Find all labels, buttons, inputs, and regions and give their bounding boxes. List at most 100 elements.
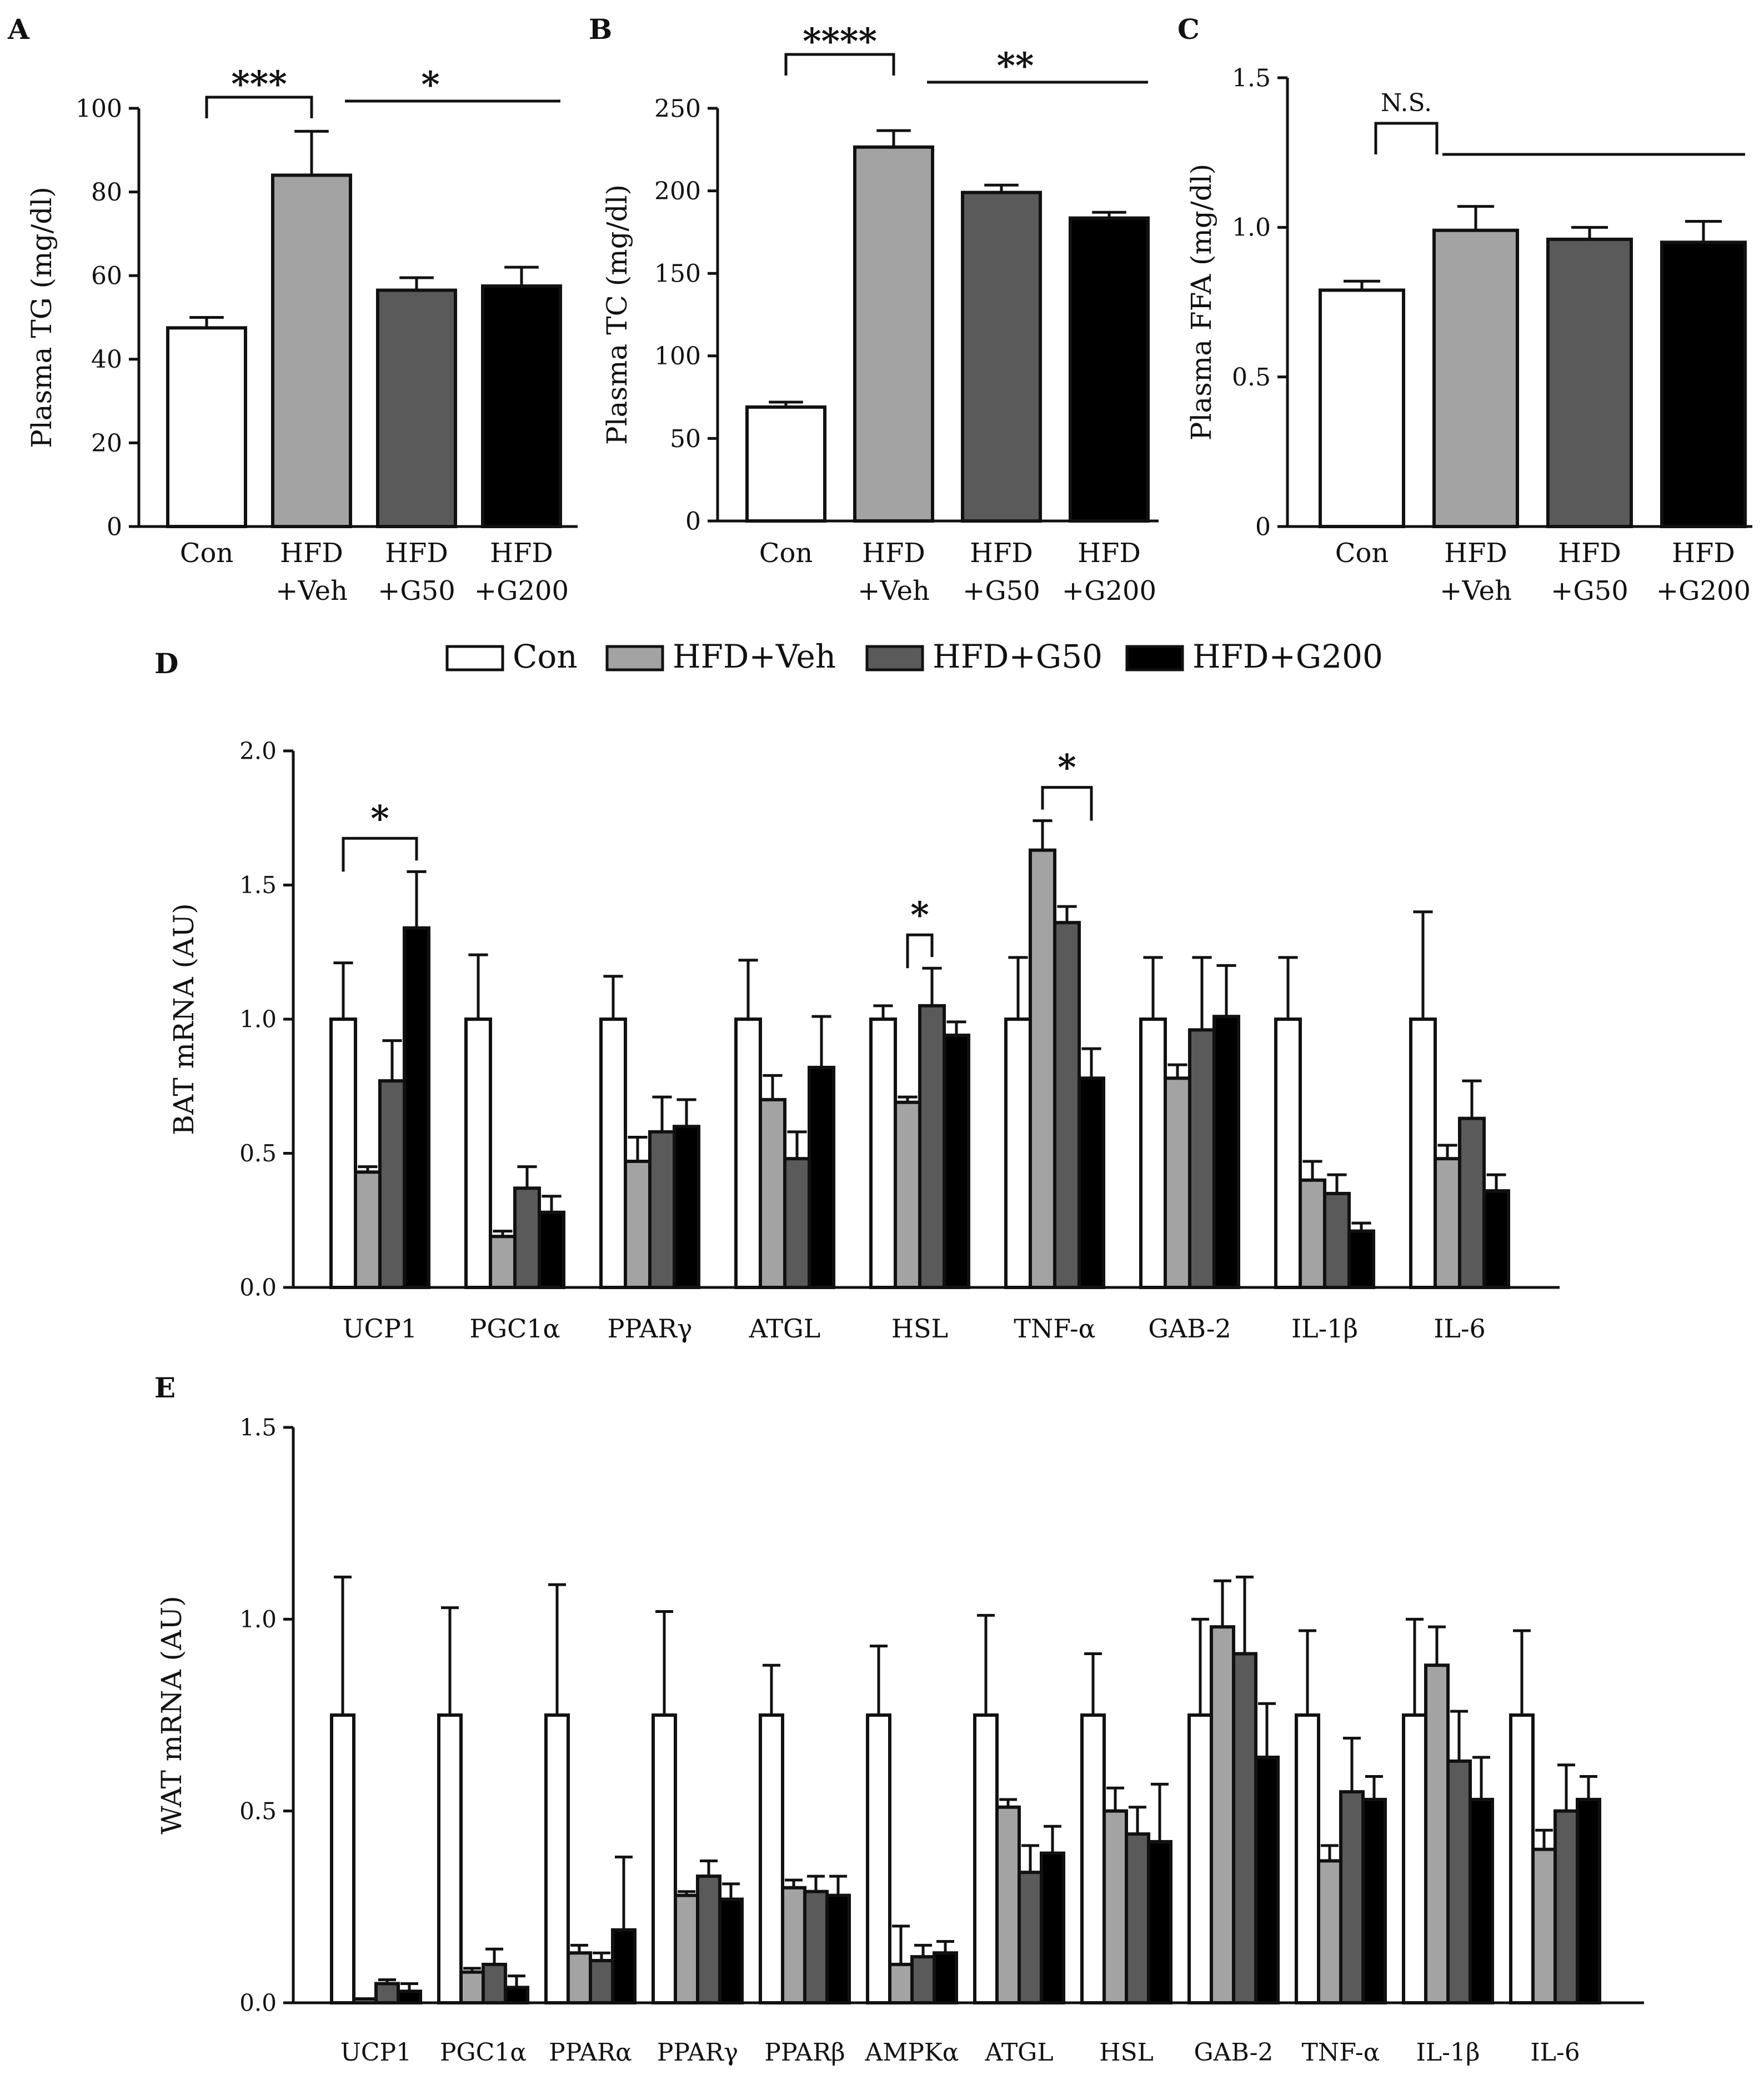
- panel-d-bar: [1004, 1018, 1032, 1289]
- panel-e-bar: [374, 1982, 400, 2004]
- panel-a-y-tick-label: 100: [76, 94, 122, 123]
- panel-d-y-tick-label: 1.0: [239, 1006, 277, 1033]
- panel-d-y-axis-label: BAT mRNA (AU): [168, 903, 200, 1135]
- panel-d-x-tick-label: ATGL: [749, 1314, 821, 1344]
- panel-c-x-tick-label: HFD: [1444, 538, 1507, 569]
- panel-d-bar: [1323, 1191, 1351, 1289]
- legend-label: HFD+G50: [933, 638, 1102, 675]
- panel-c-y-axis-label: Plasma FFA (mg/dl): [1185, 164, 1217, 441]
- panel-e-bar: [611, 1928, 637, 2005]
- panel-a-chart: 0 20 40 60 80 100 Plasma TG (mg/dl) Con HFD +Veh H…: [26, 63, 578, 607]
- panel-e-y-tick-label: 0.0: [239, 1989, 277, 2017]
- panel-c-bar: [1546, 237, 1633, 528]
- panel-d-bar: [734, 1018, 762, 1289]
- panel-e-y-tick-label: 1.0: [239, 1606, 277, 1633]
- panel-b-bar: [1069, 216, 1150, 523]
- panel-d-significance-bracket: [906, 933, 934, 969]
- panel-a-x-tick-label: HFD: [490, 538, 553, 569]
- panel-b-x-tick-label: Con: [759, 538, 813, 569]
- panel-e-bar: [1576, 1797, 1601, 2005]
- legend-swatch-0: [445, 645, 504, 671]
- panel-b-bar: [853, 145, 934, 523]
- panel-e-bar: [759, 1713, 784, 2004]
- panel-d-bar: [1139, 1018, 1167, 1289]
- panel-a-y-tick-label: 0: [107, 513, 122, 541]
- panel-b-x-tick-label: +G200: [1062, 575, 1156, 607]
- panel-d-y-tick-label: 0.5: [239, 1140, 277, 1167]
- panel-d-bar: [1029, 848, 1056, 1289]
- panel-e-x-tick-label: AMPKα: [864, 2038, 959, 2067]
- panel-e-x-tick-label: GAB-2: [1194, 2038, 1274, 2067]
- panel-e-bar: [696, 1875, 721, 2005]
- panel-e-bar: [718, 1897, 744, 2005]
- panel-a-significance-label: ***: [231, 63, 287, 105]
- panel-e-bar: [1102, 1809, 1128, 2005]
- panel-e-bar: [1317, 1859, 1342, 2005]
- panel-e-bar: [933, 1951, 958, 2005]
- panel-d-x-tick-label: PPARγ: [607, 1314, 692, 1344]
- panel-a-y-tick-label: 20: [91, 429, 122, 458]
- panel-e-x-tick-label: PPARβ: [764, 2038, 845, 2067]
- panel-b-bar: [745, 405, 826, 523]
- panel-e-x-tick-label: HSL: [1099, 2038, 1154, 2067]
- panel-d-bar: [464, 1018, 492, 1289]
- panel-d-x-tick-label: PGC1α: [469, 1314, 560, 1344]
- panel-c-x-tick-label: +G200: [1656, 575, 1751, 607]
- panel-e-bar: [995, 1805, 1021, 2004]
- panel-c-y-tick-label: 1.0: [1232, 214, 1271, 242]
- panel-d-bar: [1434, 1157, 1461, 1289]
- panel-a-x-tick-label: +Veh: [275, 575, 348, 607]
- panel-a-y-tick-label: 40: [91, 345, 122, 374]
- panel-a-significance-label: *: [421, 64, 439, 106]
- panel-d-bar: [1164, 1076, 1191, 1289]
- panel-a-y-tick-label: 60: [91, 262, 122, 290]
- panel-e-chart: 0.0 0.5 1.0 1.5 WAT mRNA (AU) UCP1 PGC1α PPARα P…: [156, 1414, 1644, 2067]
- panel-d-bar: [943, 1033, 970, 1289]
- panel-c-bar: [1432, 228, 1519, 529]
- panel-e-bar: [504, 1986, 529, 2004]
- panel-c-y-tick-label: 0.5: [1232, 363, 1271, 392]
- panel-e-bar: [1509, 1713, 1535, 2004]
- panel-d-significance-bracket: [342, 836, 418, 872]
- panel-a-bar: [166, 326, 247, 528]
- panel-label-B: B: [589, 13, 612, 46]
- panel-a-y-tick-label: 80: [91, 178, 122, 207]
- panel-label-C: C: [1177, 13, 1200, 46]
- panel-b-y-tick-label: 100: [654, 342, 701, 370]
- panel-c-bar: [1660, 240, 1747, 528]
- panel-a-x-tick-label: HFD: [280, 538, 343, 569]
- panel-e-x-tick-label: TNF-α: [1302, 2038, 1380, 2067]
- panel-d-chart: 0.0 0.5 1.0 1.5 2.0 BAT mRNA (AU) UCP1 PGC1α PPA…: [168, 738, 1560, 1344]
- panel-b-y-axis-label: Plasma TC (mg/dl): [601, 184, 633, 445]
- panel-e-bar: [1339, 1790, 1365, 2004]
- panel-d-x-tick-label: IL-6: [1434, 1314, 1486, 1344]
- panel-e-x-tick-label: ATGL: [984, 2038, 1053, 2067]
- panel-e-bar: [825, 1893, 851, 2004]
- panel-b-y-tick-label: 0: [685, 507, 701, 535]
- panel-d-bar: [1212, 1015, 1240, 1290]
- panel-e-y-axis-label: WAT mRNA (AU): [156, 1596, 188, 1835]
- panel-b-x-tick-label: HFD: [862, 538, 925, 569]
- legend-label: HFD+Veh: [673, 638, 836, 675]
- panel-d-bar: [673, 1125, 700, 1289]
- panel-e-x-tick-label: PPARα: [549, 2038, 632, 2067]
- panel-e-bar: [459, 1970, 485, 2004]
- panel-a-x-tick-label: +G200: [474, 575, 569, 607]
- panel-d-bar: [1347, 1229, 1375, 1290]
- panel-d-bar: [378, 1079, 406, 1289]
- panel-e-bar: [1125, 1832, 1150, 2005]
- panel-e-bar: [674, 1893, 699, 2004]
- panel-d-x-tick-label: HSL: [891, 1314, 948, 1344]
- panel-d-x-tick-label: GAB-2: [1148, 1314, 1231, 1344]
- panel-b-x-tick-label: HFD: [1078, 538, 1141, 569]
- panel-e-bar: [1232, 1652, 1257, 2005]
- legend-swatch-1: [605, 645, 664, 671]
- panel-e-x-tick-label: IL-6: [1530, 2038, 1580, 2067]
- panel-e-bar: [1446, 1759, 1472, 2004]
- panel-c-x-tick-label: +G50: [1551, 575, 1628, 607]
- panel-d-bar: [1482, 1189, 1510, 1290]
- panel-b-x-tick-label: +G50: [963, 575, 1040, 607]
- panel-e-y-tick-label: 0.5: [239, 1797, 277, 1825]
- panel-e-bar: [1080, 1713, 1106, 2004]
